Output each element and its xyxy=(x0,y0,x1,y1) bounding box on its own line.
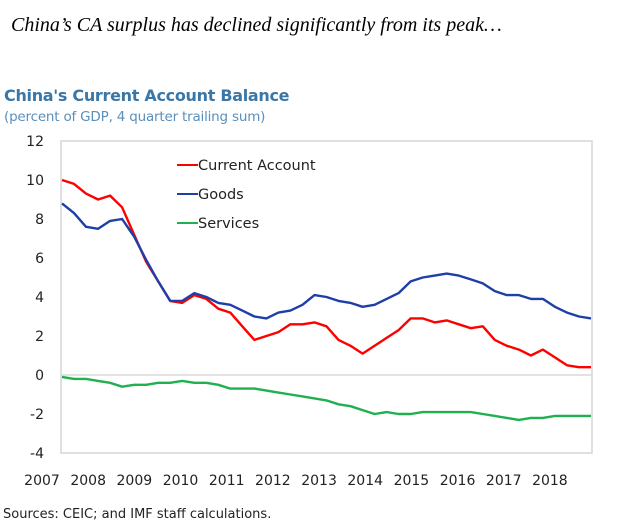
y-tick-label: -4 xyxy=(30,446,44,462)
x-tick-label: 2017 xyxy=(486,473,522,489)
y-tick-label: 4 xyxy=(35,290,44,306)
plot-area-border xyxy=(60,140,593,454)
x-tick-label: 2010 xyxy=(163,473,199,489)
y-tick-label: -2 xyxy=(30,407,44,423)
y-tick-label: 8 xyxy=(35,212,44,228)
x-tick-label: 2012 xyxy=(255,473,291,489)
y-tick-label: 0 xyxy=(35,368,44,384)
x-tick-label: 2014 xyxy=(347,473,383,489)
x-tick-label: 2018 xyxy=(532,473,568,489)
series-line-current-account xyxy=(61,178,591,369)
headline: China’s CA surplus has declined signific… xyxy=(11,14,502,36)
y-tick-label: 12 xyxy=(26,134,44,150)
x-tick-label: 2007 xyxy=(24,473,60,489)
series-line-services xyxy=(61,375,591,422)
x-tick-label: 2008 xyxy=(70,473,106,489)
y-tick-label: 2 xyxy=(35,329,44,345)
x-tick-label: 2016 xyxy=(440,473,476,489)
legend-label-current-account: Current Account xyxy=(198,158,316,174)
chart-subtitle: (percent of GDP, 4 quarter trailing sum) xyxy=(4,109,266,125)
x-tick-label: 2013 xyxy=(301,473,337,489)
x-tick-label: 2009 xyxy=(117,473,153,489)
legend-label-goods: Goods xyxy=(198,187,244,203)
source-note: Sources: CEIC; and IMF staff calculation… xyxy=(3,507,272,522)
y-tick-label: 6 xyxy=(35,251,44,267)
chart-title: China's Current Account Balance xyxy=(4,86,290,105)
legend-label-services: Services xyxy=(198,216,259,232)
y-tick-label: 10 xyxy=(26,173,44,189)
series-line-goods xyxy=(61,202,592,320)
x-tick-label: 2015 xyxy=(394,473,430,489)
x-tick-label: 2011 xyxy=(209,473,245,489)
